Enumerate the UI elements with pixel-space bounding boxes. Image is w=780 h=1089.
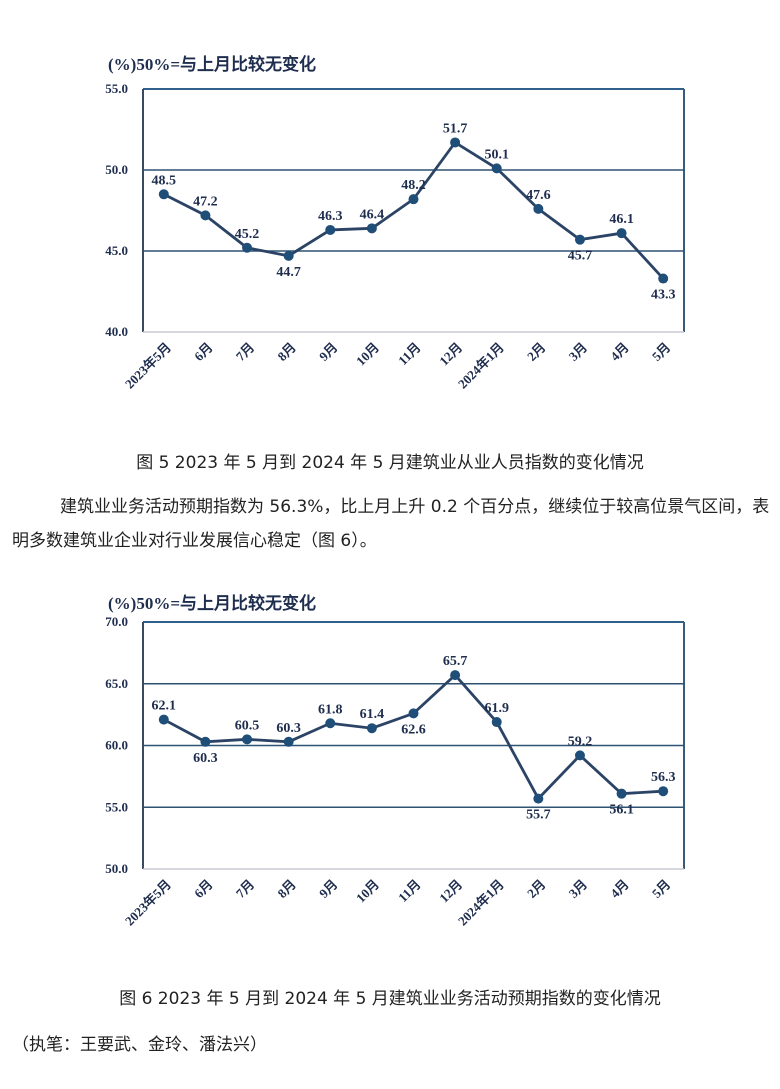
data-label: 62.1 (152, 699, 177, 714)
data-label: 50.1 (484, 147, 509, 162)
y-tick-label: 45.0 (105, 243, 128, 258)
x-tick-label: 11月 (395, 877, 423, 905)
x-tick-label: 12月 (436, 877, 465, 906)
data-label: 47.6 (526, 188, 551, 203)
x-tick-label: 5月 (649, 340, 673, 364)
data-label: 46.3 (318, 209, 343, 224)
data-point-marker (283, 250, 294, 261)
x-tick-label: 8月 (274, 340, 298, 364)
data-point-marker (200, 736, 211, 747)
data-label: 61.8 (318, 702, 343, 717)
unit-label: (%)50%=与上月比较无变化 (108, 54, 316, 74)
x-tick-label: 3月 (566, 340, 590, 364)
data-label: 61.9 (484, 701, 509, 716)
data-point-marker (325, 224, 336, 235)
x-tick-label: 10月 (353, 340, 382, 369)
data-point-marker (158, 189, 169, 200)
data-point-marker (325, 718, 336, 729)
data-point-marker (366, 223, 377, 234)
x-tick-label: 2月 (524, 877, 548, 901)
data-point-marker (491, 717, 502, 728)
x-tick-label: 8月 (274, 877, 298, 901)
data-point-marker (574, 750, 585, 761)
data-label: 61.4 (360, 707, 385, 722)
chart-fig5: (%)50%=与上月比较无变化 55.0 50.0 45.0 40.0 48.5 47.2 4… (0, 40, 780, 420)
x-tick-label: 2023年5月 (122, 340, 174, 392)
x-tick-label: 5月 (649, 877, 673, 901)
data-point-marker (616, 788, 627, 799)
data-point-marker (616, 228, 627, 239)
data-label: 55.7 (526, 808, 551, 823)
x-tick-label: 6月 (191, 877, 215, 901)
data-label: 45.7 (568, 249, 593, 264)
y-tick-label: 60.0 (105, 738, 128, 753)
y-tick-label: 65.0 (105, 676, 128, 691)
data-label: 56.1 (609, 803, 634, 818)
data-point-marker (408, 708, 419, 719)
x-tick-label: 12月 (436, 340, 465, 369)
unit-label: (%)50%=与上月比较无变化 (108, 593, 316, 613)
data-label: 46.1 (609, 212, 634, 227)
data-label: 56.3 (651, 770, 676, 785)
data-label: 43.3 (651, 288, 676, 303)
data-point-marker (574, 234, 585, 245)
x-tick-label: 6月 (191, 340, 215, 364)
data-point-marker (491, 163, 502, 174)
data-point-marker (283, 736, 294, 747)
data-label: 59.2 (568, 734, 593, 749)
data-point-marker (450, 137, 461, 148)
x-tick-label: 7月 (233, 877, 257, 901)
body-paragraph: 建筑业业务活动预期指数为 56.3%，比上月上升 0.2 个百分点，继续位于较高… (12, 497, 770, 551)
data-point-marker (658, 786, 669, 797)
data-label: 60.3 (193, 751, 218, 766)
x-tick-label: 10月 (353, 877, 382, 906)
x-tick-label: 4月 (607, 340, 631, 364)
caption-fig5: 图 5 2023 年 5 月到 2024 年 5 月建筑业从业人员指数的变化情况 (136, 453, 644, 473)
chart-fig6: (%)50%=与上月比较无变化 70.0 65.0 60.0 55.0 50.0 62.1 6… (0, 573, 780, 963)
caption-fig6: 图 6 2023 年 5 月到 2024 年 5 月建筑业业务活动预期指数的变化… (119, 989, 661, 1009)
x-tick-label: 2024年1月 (455, 877, 507, 929)
y-tick-label: 70.0 (105, 614, 128, 629)
data-point-marker (658, 273, 669, 284)
y-tick-label: 50.0 (105, 861, 128, 876)
data-point-marker (200, 210, 211, 221)
data-label: 62.6 (401, 722, 426, 737)
y-tick-label: 55.0 (105, 81, 128, 96)
x-tick-label: 2024年1月 (455, 340, 507, 392)
data-point-marker (533, 203, 544, 214)
data-label: 47.2 (193, 194, 218, 209)
data-label: 65.7 (443, 654, 468, 669)
data-label: 46.4 (360, 207, 385, 222)
x-tick-label: 2月 (524, 340, 548, 364)
data-point-marker (242, 734, 253, 745)
data-point-marker (450, 670, 461, 681)
data-point-marker (366, 723, 377, 734)
data-point-marker (158, 714, 169, 725)
x-tick-label: 2023年5月 (122, 877, 174, 929)
data-point-marker (242, 242, 253, 253)
data-label: 60.3 (276, 721, 301, 736)
author-credit: （执笔：王要武、金玲、潘法兴） (12, 1035, 267, 1055)
y-tick-label: 50.0 (105, 162, 128, 177)
chart-fig5-svg: (%)50%=与上月比较无变化 55.0 50.0 45.0 40.0 48.5 47.2 4… (105, 54, 685, 392)
x-tick-label: 9月 (316, 340, 340, 364)
x-tick-label: 9月 (316, 877, 340, 901)
data-label: 60.5 (235, 718, 260, 733)
data-label: 48.5 (152, 173, 177, 188)
x-tick-label: 11月 (395, 340, 423, 368)
x-tick-label: 4月 (607, 877, 631, 901)
data-point-marker (408, 194, 419, 205)
data-label: 45.2 (235, 227, 260, 242)
data-point-marker (533, 793, 544, 804)
y-tick-label: 40.0 (105, 324, 128, 339)
data-label: 51.7 (443, 121, 468, 136)
data-label: 44.7 (276, 265, 301, 280)
data-label: 48.2 (401, 178, 426, 193)
x-tick-label: 3月 (566, 877, 590, 901)
x-tick-label: 7月 (233, 340, 257, 364)
y-tick-label: 55.0 (105, 799, 128, 814)
